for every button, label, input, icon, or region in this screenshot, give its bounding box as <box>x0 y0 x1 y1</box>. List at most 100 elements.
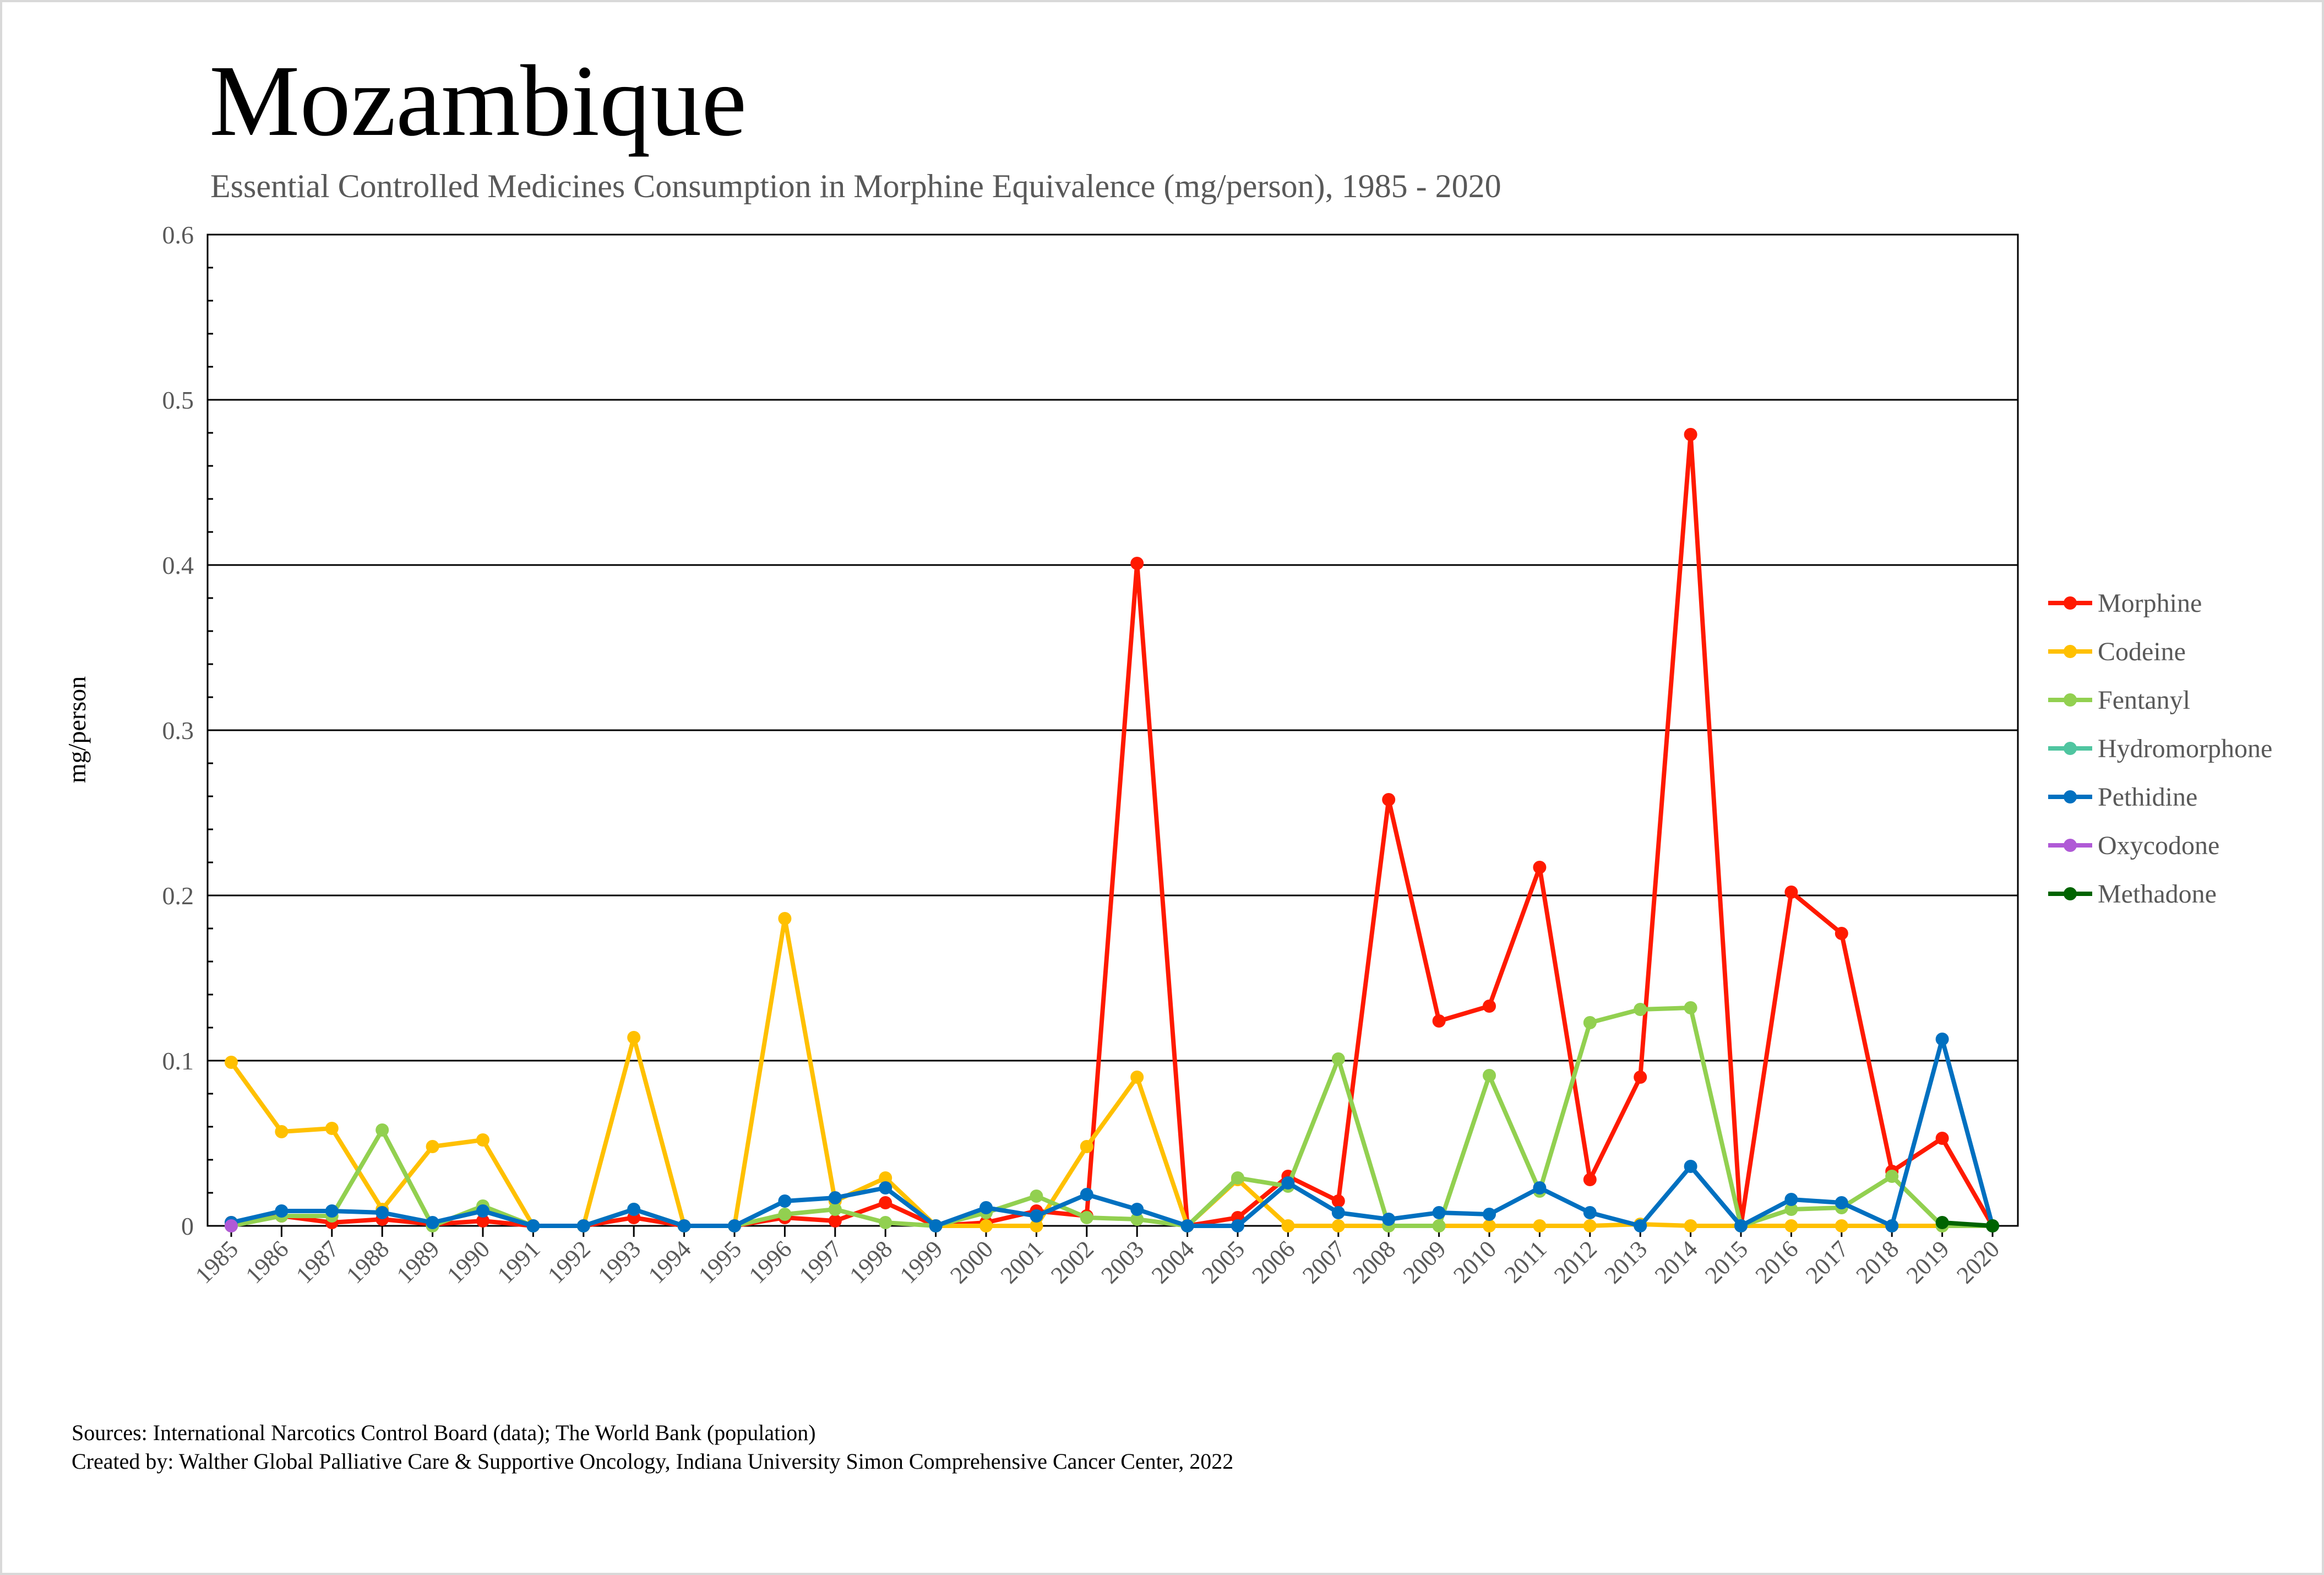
data-point <box>1734 1219 1748 1232</box>
data-point <box>1784 1203 1798 1216</box>
data-point <box>778 1208 792 1221</box>
data-point <box>325 1204 339 1218</box>
y-tick-label: 0.6 <box>162 221 194 249</box>
data-point <box>1634 1071 1647 1084</box>
data-point <box>1784 886 1798 899</box>
data-point <box>1180 1219 1194 1232</box>
data-point <box>325 1122 339 1135</box>
legend-label: Codeine <box>2098 637 2186 666</box>
data-point <box>1432 1219 1446 1232</box>
legend-label: Pethidine <box>2098 783 2197 812</box>
data-point <box>1634 1003 1647 1016</box>
data-point <box>1030 1219 1043 1232</box>
data-point <box>1331 1052 1345 1066</box>
data-point <box>1382 1213 1396 1226</box>
data-point <box>225 1219 238 1232</box>
data-point <box>375 1123 389 1137</box>
data-point <box>879 1181 892 1194</box>
data-point <box>1483 1208 1496 1221</box>
data-point <box>1331 1219 1345 1232</box>
y-axis-label: mg/person <box>63 676 91 783</box>
series-pethidine <box>225 1033 1999 1232</box>
data-point <box>1533 1181 1547 1194</box>
data-point <box>728 1219 741 1232</box>
data-point <box>1835 927 1848 940</box>
series-methadone <box>1935 1216 1999 1232</box>
legend-label: Morphine <box>2098 589 2202 618</box>
data-point <box>1483 1000 1496 1013</box>
data-point <box>576 1219 590 1232</box>
data-point <box>1684 1001 1697 1014</box>
y-tick-label: 0.4 <box>162 551 194 579</box>
data-point <box>1835 1219 1848 1232</box>
legend-marker <box>2064 887 2077 900</box>
legend-marker <box>2064 645 2077 658</box>
data-point <box>1634 1219 1647 1232</box>
data-point <box>526 1219 540 1232</box>
created-by-note: Created by: Walther Global Palliative Ca… <box>72 1449 1233 1474</box>
data-point <box>828 1203 842 1216</box>
legend-label: Methadone <box>2098 879 2217 909</box>
plot-area <box>206 233 2019 1227</box>
data-point <box>1986 1219 1999 1232</box>
data-point <box>1231 1219 1244 1232</box>
series-line <box>229 916 1993 1228</box>
data-point <box>1382 793 1396 806</box>
data-point <box>627 1203 641 1216</box>
legend-marker <box>2064 693 2077 707</box>
legend: Morphine Codeine Fentanyl Hydromorphone Peth… <box>2048 589 2272 909</box>
legend-label: Fentanyl <box>2098 686 2190 715</box>
data-point <box>1935 1132 1949 1145</box>
series-line <box>231 1037 1995 1228</box>
data-point <box>1130 1203 1144 1216</box>
data-point <box>1533 1219 1547 1232</box>
data-point <box>426 1140 439 1153</box>
data-point <box>828 1191 842 1204</box>
y-tick-label: 0.3 <box>162 716 194 745</box>
data-point <box>879 1196 892 1209</box>
y-tick-label: 0.5 <box>162 386 194 414</box>
data-point <box>375 1206 389 1219</box>
data-point <box>1231 1171 1244 1185</box>
data-point <box>1835 1196 1848 1209</box>
y-tick-labels: 0 0.1 0.2 0.3 0.4 0.5 0.6 <box>162 221 194 1240</box>
data-point <box>1583 1206 1597 1219</box>
data-point <box>476 1204 489 1218</box>
data-point <box>1483 1219 1496 1232</box>
chart-title: Mozambique <box>209 45 747 158</box>
legend-marker <box>2064 742 2077 755</box>
data-point <box>1281 1219 1295 1232</box>
legend-marker <box>2064 790 2077 803</box>
data-point <box>778 912 792 925</box>
data-point <box>627 1031 641 1044</box>
legend-label: Hydromorphone <box>2098 734 2272 763</box>
data-point <box>1331 1194 1345 1208</box>
data-point <box>1080 1140 1093 1153</box>
data-point <box>275 1204 289 1218</box>
data-point <box>879 1216 892 1229</box>
data-point <box>426 1216 439 1229</box>
data-point <box>1432 1014 1446 1028</box>
sources-note: Sources: International Narcotics Control… <box>72 1420 816 1445</box>
data-point <box>979 1219 993 1232</box>
data-point <box>1935 1216 1949 1229</box>
data-point <box>1583 1173 1597 1186</box>
data-point <box>1130 1213 1144 1226</box>
data-point <box>1483 1069 1496 1082</box>
y-tick-label: 0.2 <box>162 882 194 910</box>
series-oxycodone <box>225 1219 238 1232</box>
data-point <box>1684 1219 1697 1232</box>
data-point <box>1030 1190 1043 1203</box>
y-tick-label: 0.1 <box>162 1047 194 1075</box>
data-point <box>778 1194 792 1208</box>
data-point <box>476 1133 489 1147</box>
data-point <box>1080 1211 1093 1224</box>
data-point <box>1533 861 1547 874</box>
data-point <box>1684 428 1697 441</box>
data-point <box>1080 1188 1093 1201</box>
data-point <box>1784 1219 1798 1232</box>
data-point <box>476 1214 489 1228</box>
legend-label: Oxycodone <box>2098 831 2219 860</box>
data-point <box>1331 1206 1345 1219</box>
